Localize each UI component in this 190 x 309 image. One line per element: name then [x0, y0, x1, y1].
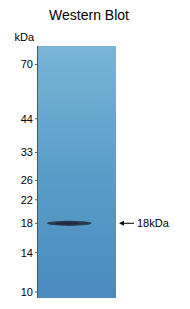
y-tick [35, 292, 38, 293]
y-tick-label: 18 [21, 217, 33, 229]
annotation-arrow [119, 221, 134, 226]
y-tick-label: 33 [21, 146, 33, 158]
gel [38, 46, 116, 298]
arrow-shaft [123, 223, 134, 224]
y-tick-label: 26 [21, 174, 33, 186]
band [47, 221, 91, 226]
y-tick [35, 199, 38, 200]
y-tick-label: 14 [21, 247, 33, 259]
y-tick [35, 152, 38, 153]
y-tick [35, 252, 38, 253]
annotation: 18kDa [137, 217, 170, 229]
band-core [55, 222, 79, 225]
y-tick [35, 223, 38, 224]
chart: Western Blot kDa 70 44 33 26 22 18 14 10 18kDa [0, 0, 190, 309]
y-axis [37, 46, 38, 298]
y-tick-label: 10 [21, 286, 33, 298]
y-tick [35, 180, 38, 181]
y-tick-label: 22 [21, 194, 33, 206]
title: Western Blot [49, 7, 129, 23]
y-tick [35, 118, 38, 119]
bands [47, 221, 91, 226]
arrow-head [119, 221, 124, 226]
y-tick-label: 44 [21, 113, 33, 125]
y-tick-label: 70 [21, 58, 33, 70]
y-label: kDa [14, 31, 34, 43]
y-tick [35, 64, 38, 65]
